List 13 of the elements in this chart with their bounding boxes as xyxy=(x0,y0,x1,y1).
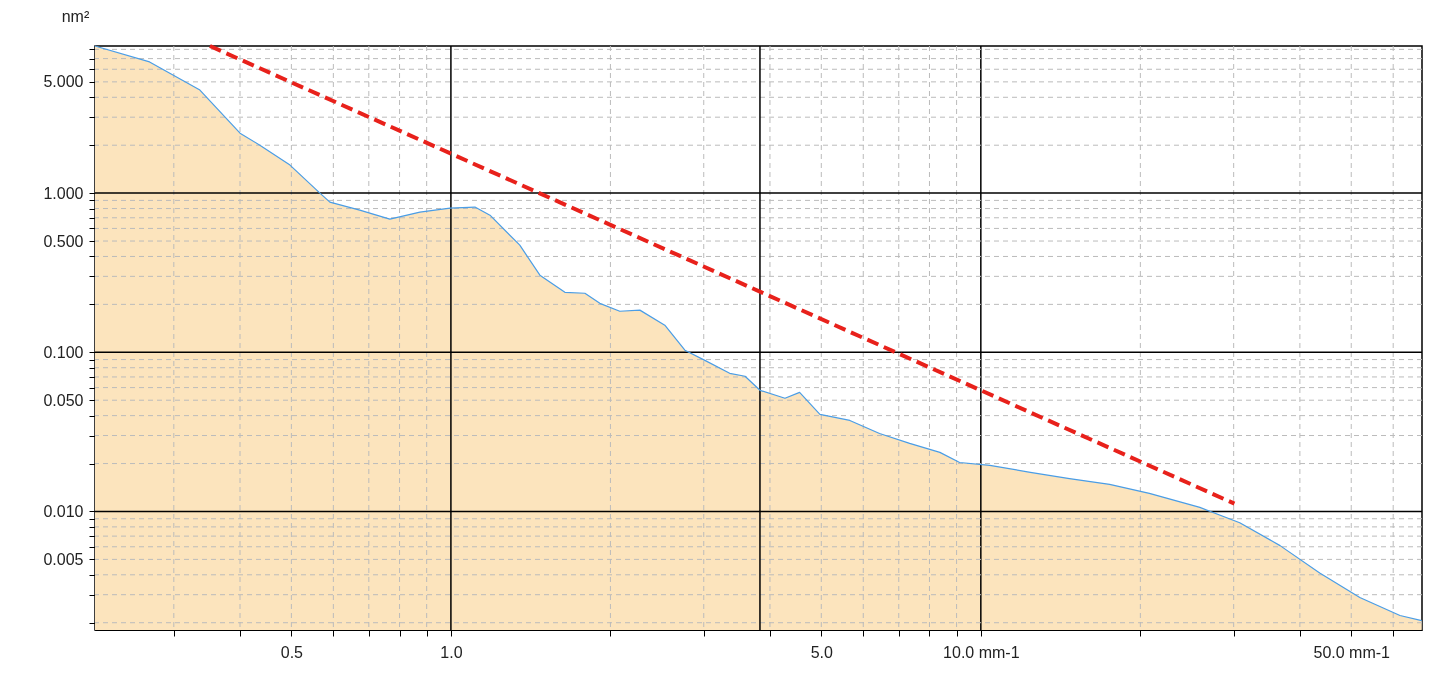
x-tick-label: 10.0 mm-1 xyxy=(943,643,1020,661)
y-tick-label: 0.100 xyxy=(43,343,84,361)
x-tick-label: 0.5 xyxy=(280,643,304,661)
y-tick-label: 0.005 xyxy=(43,550,84,568)
x-tick-label: 50.0 mm-1 xyxy=(1313,643,1391,661)
x-tick-label: 5.0 xyxy=(810,643,834,661)
y-tick-label: 0.010 xyxy=(43,502,84,520)
y-tick-label: 0.050 xyxy=(43,391,84,409)
y-tick-label: 0.500 xyxy=(43,232,84,250)
y-tick-label: 5.000 xyxy=(43,73,84,91)
y-tick-label: 1.000 xyxy=(43,184,84,202)
y-axis-title: nm² xyxy=(61,7,90,25)
x-tick-label: 1.0 xyxy=(440,643,463,661)
